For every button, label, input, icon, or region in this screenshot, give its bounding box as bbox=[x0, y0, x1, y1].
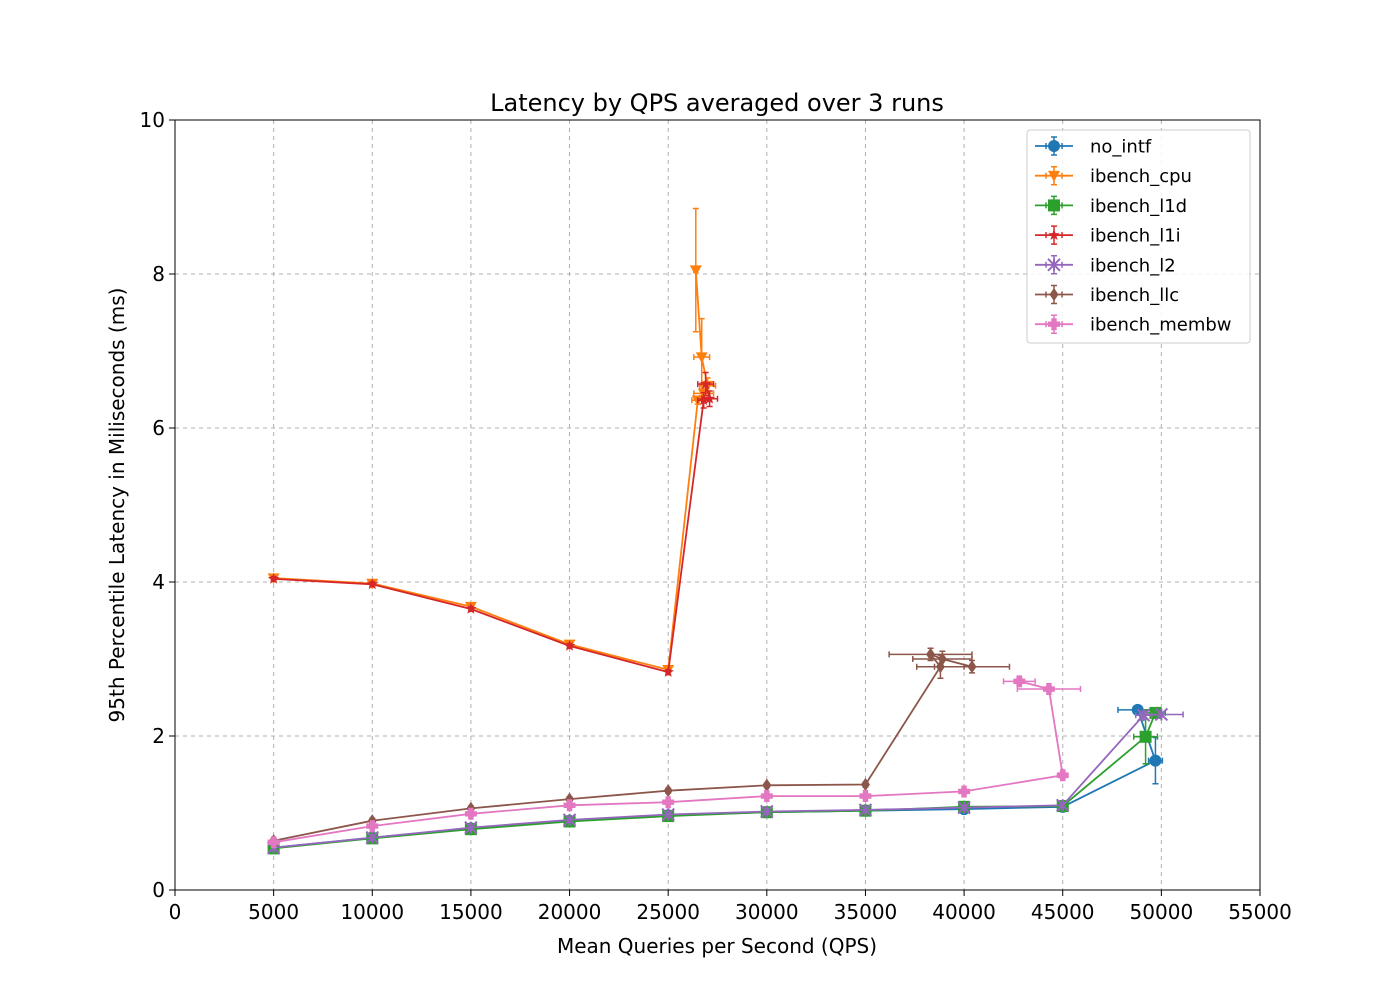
legend-marker bbox=[1047, 258, 1061, 272]
x-tick-label: 10000 bbox=[340, 900, 404, 924]
legend-marker bbox=[1048, 170, 1060, 182]
series-ibench_l2 bbox=[266, 707, 1184, 855]
data-point bbox=[1042, 683, 1055, 696]
legend: no_intf ibench_cpu ibench_l1d ibench_l1iibe… bbox=[1026, 129, 1251, 344]
data-point bbox=[926, 647, 936, 661]
legend-item-ibench_llc: ibench_llc bbox=[1035, 284, 1179, 306]
series-layer bbox=[266, 207, 1184, 855]
data-point bbox=[860, 777, 870, 792]
x-tick-label: 40000 bbox=[932, 900, 996, 924]
data-point bbox=[859, 790, 872, 803]
legend-item-ibench_l2: ibench_l2 bbox=[1035, 255, 1176, 276]
x-tick-label: 20000 bbox=[538, 900, 602, 924]
y-axis-ticks: 0 2 4 6 8 10 bbox=[140, 108, 175, 902]
x-tick-label: 5000 bbox=[248, 900, 299, 924]
data-point bbox=[366, 820, 379, 833]
x-tick-label: 30000 bbox=[735, 900, 799, 924]
y-tick-label: 2 bbox=[152, 724, 165, 748]
y-tick-label: 4 bbox=[152, 570, 165, 594]
x-axis-ticks: 0 5000 10000 15000 20000 25000 30000 35000 40000… bbox=[169, 890, 1292, 924]
legend-label: ibench_l1i bbox=[1090, 226, 1181, 247]
data-point bbox=[937, 652, 947, 666]
series-ibench_membw bbox=[267, 675, 1082, 849]
data-point bbox=[957, 800, 971, 815]
legend-marker bbox=[1048, 199, 1060, 212]
data-point bbox=[695, 352, 708, 364]
data-point bbox=[562, 813, 577, 827]
x-tick-label: 55000 bbox=[1228, 900, 1292, 924]
data-point bbox=[464, 807, 477, 820]
series-line-no_intf bbox=[273, 709, 1157, 849]
chart-title: Latency by QPS averaged over 3 runs bbox=[490, 89, 944, 117]
data-point bbox=[760, 804, 774, 819]
legend-label: ibench_l2 bbox=[1090, 255, 1176, 276]
series-line-ibench_l1d bbox=[273, 712, 1157, 850]
legend-marker bbox=[1049, 287, 1059, 302]
data-point bbox=[762, 778, 772, 792]
data-point bbox=[1136, 708, 1151, 722]
legend-label: ibench_l1d bbox=[1090, 196, 1187, 217]
data-point bbox=[700, 378, 712, 389]
data-point bbox=[1149, 706, 1162, 719]
data-point bbox=[366, 578, 378, 590]
data-point bbox=[1139, 730, 1152, 743]
data-point bbox=[760, 790, 773, 803]
legend-item-ibench_l1d: ibench_l1d bbox=[1035, 195, 1187, 217]
legend-label: ibench_membw bbox=[1090, 315, 1232, 336]
data-point bbox=[689, 265, 702, 277]
legend-label: ibench_cpu bbox=[1090, 166, 1192, 187]
legend-marker bbox=[1048, 318, 1060, 331]
legend-label: ibench_llc bbox=[1090, 285, 1179, 306]
data-point bbox=[267, 572, 280, 584]
legend-label: no_intf bbox=[1090, 137, 1152, 158]
data-point bbox=[703, 392, 716, 404]
y-tick-label: 10 bbox=[140, 108, 165, 132]
data-point bbox=[661, 807, 675, 822]
legend-item-no_intf: no_intf bbox=[1035, 136, 1152, 158]
data-point bbox=[563, 639, 576, 651]
data-point bbox=[1154, 707, 1169, 722]
data-point bbox=[563, 799, 576, 812]
data-point bbox=[267, 836, 280, 849]
y-tick-label: 8 bbox=[152, 262, 165, 286]
data-point bbox=[1149, 754, 1162, 767]
data-point bbox=[967, 660, 977, 674]
series-line-ibench_l1i bbox=[273, 383, 711, 674]
data-point bbox=[663, 784, 673, 798]
legend-item-ibench_l1i: ibench_l1i bbox=[1035, 225, 1181, 247]
data-point bbox=[464, 820, 478, 835]
series-ibench_cpu bbox=[267, 207, 717, 676]
x-tick-label: 25000 bbox=[636, 900, 700, 924]
data-point bbox=[858, 803, 873, 817]
x-tick-label: 45000 bbox=[1031, 900, 1095, 924]
y-tick-label: 0 bbox=[152, 878, 165, 902]
data-point bbox=[1056, 769, 1069, 782]
data-point bbox=[958, 785, 971, 798]
x-axis-label: Mean Queries per Second (QPS) bbox=[557, 934, 877, 958]
legend-marker bbox=[1048, 229, 1060, 240]
x-tick-label: 0 bbox=[169, 900, 182, 924]
x-tick-label: 15000 bbox=[439, 900, 503, 924]
legend-frame bbox=[1026, 129, 1251, 344]
series-line-ibench_cpu bbox=[273, 270, 709, 671]
x-tick-label: 35000 bbox=[834, 900, 898, 924]
plot-frame bbox=[174, 119, 1261, 891]
y-tick-label: 6 bbox=[152, 416, 165, 440]
data-point bbox=[465, 603, 477, 614]
series-no_intf bbox=[267, 703, 1164, 854]
data-point bbox=[1013, 675, 1026, 688]
legend-item-ibench_membw: ibench_membw bbox=[1035, 314, 1232, 336]
legend-marker bbox=[1048, 140, 1060, 152]
legend-item-ibench_cpu: ibench_cpu bbox=[1035, 165, 1192, 187]
data-point bbox=[662, 796, 675, 809]
series-ibench_l1i bbox=[267, 371, 719, 677]
data-point bbox=[662, 666, 674, 677]
x-tick-label: 50000 bbox=[1130, 900, 1194, 924]
data-point bbox=[365, 830, 379, 845]
data-point bbox=[1056, 798, 1070, 813]
data-point bbox=[698, 394, 710, 406]
y-axis-label: 95th Percentile Latency in Miliseconds (… bbox=[105, 288, 129, 723]
